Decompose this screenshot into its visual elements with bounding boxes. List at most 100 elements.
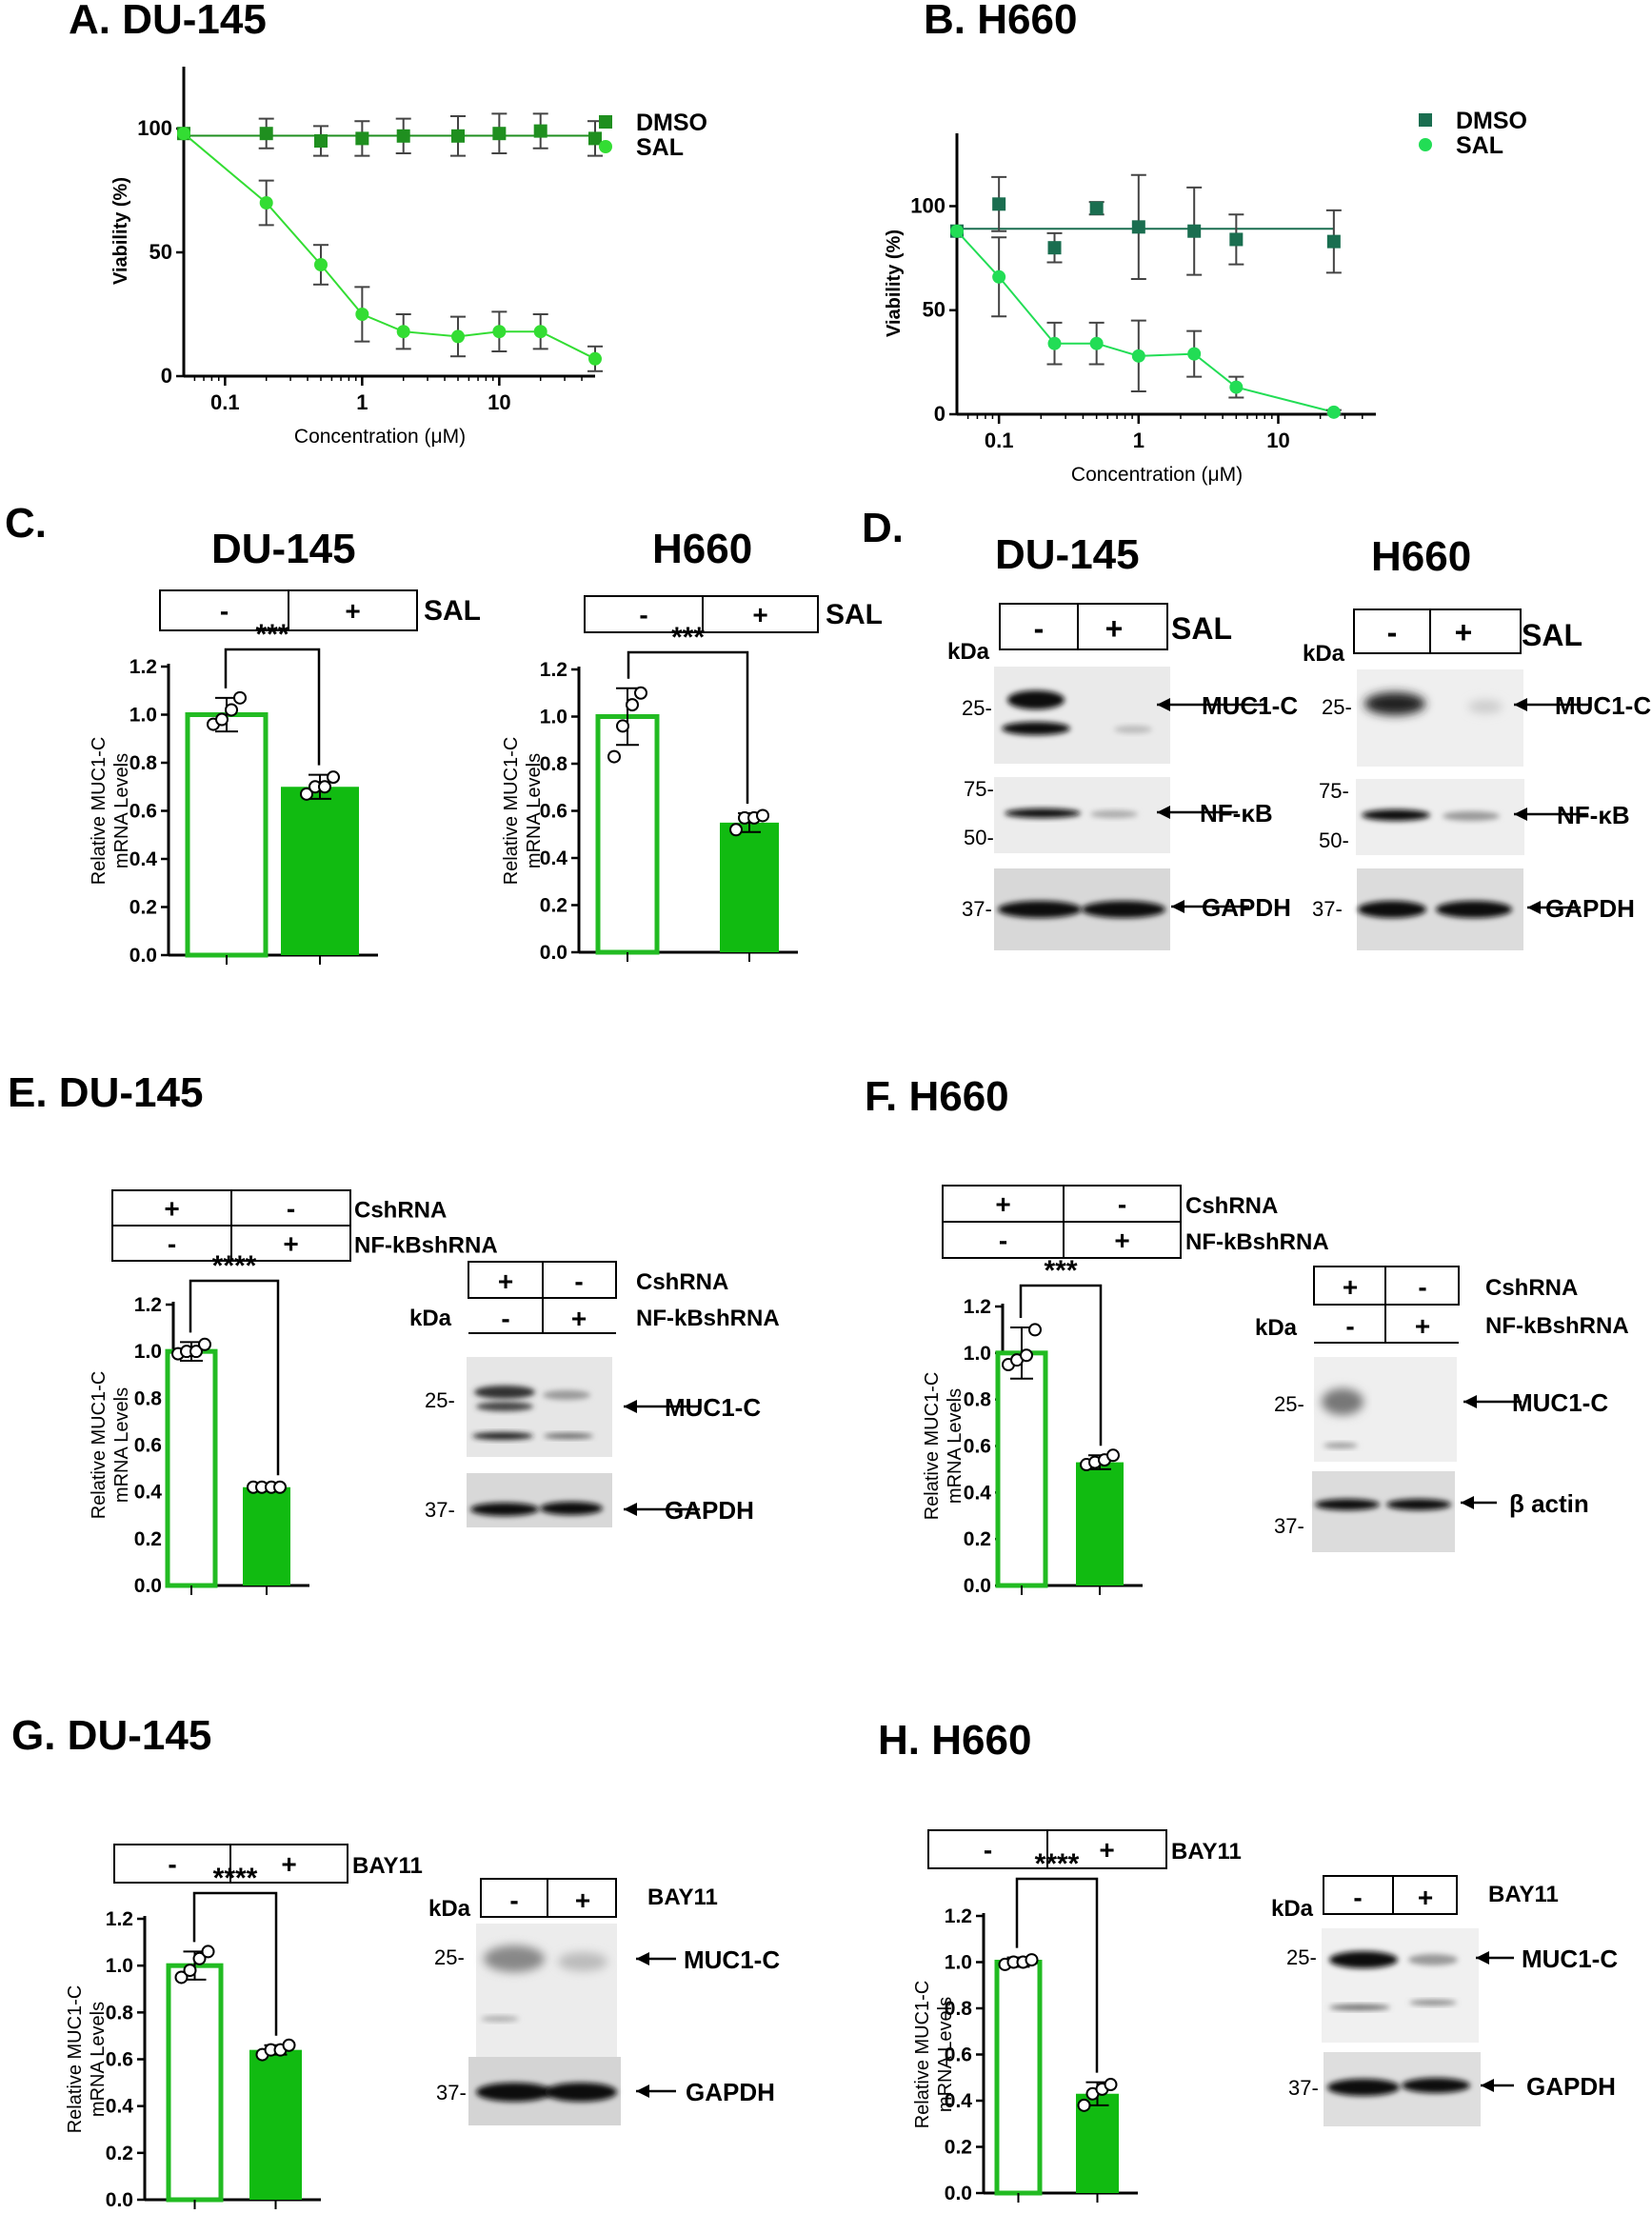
data-point: [300, 787, 313, 801]
kda-label: kDa: [1303, 641, 1345, 667]
muc1c-label: MUC1-C: [1512, 1388, 1608, 1417]
point-SAL: [259, 196, 273, 209]
kda-label: kDa: [947, 639, 990, 665]
marker-25: 25-: [425, 1388, 455, 1412]
data-point: [201, 1945, 215, 1959]
cond-minus: -: [1345, 1311, 1354, 1341]
legend-marker-DMSO: [1419, 113, 1432, 127]
bar-control: [995, 1350, 1048, 1588]
y-axis-label: Relative MUC1-C: [501, 737, 522, 886]
panel-f-title: F. H660: [865, 1073, 1009, 1120]
condition-value: -: [1118, 1189, 1126, 1219]
condition-value: +: [1099, 1835, 1114, 1865]
data-point: [1077, 2098, 1091, 2112]
y-tick-label: 1.0: [964, 1343, 991, 1365]
significance-bracket: [224, 648, 321, 766]
muc1c-blot: [476, 1924, 617, 2057]
gapdh-label: GAPDH: [686, 2078, 775, 2106]
y-tick-label: 1.2: [540, 659, 567, 681]
y-tick-label: 100: [137, 116, 172, 140]
condition-label: BAY11: [352, 1853, 423, 1879]
y-tick-label: 0.2: [129, 897, 157, 919]
data-point: [1020, 1348, 1033, 1363]
data-point: [174, 1970, 189, 1985]
y-tick-label: 0.4: [540, 848, 568, 869]
point-DMSO: [992, 197, 1006, 211]
panel-d-label: D.: [862, 505, 904, 551]
point-SAL: [950, 224, 964, 238]
y-tick-label: 0.8: [134, 1387, 163, 1409]
point-DMSO: [1047, 241, 1062, 255]
y-axis-label: Relative MUC1-C: [65, 1985, 86, 2134]
point-SAL: [1326, 405, 1341, 419]
point-DMSO: [355, 131, 369, 146]
cond-plus: +: [575, 1885, 590, 1915]
point-DMSO: [533, 124, 547, 138]
data-point: [1106, 1448, 1120, 1463]
line-chart-B: 0 50 100 0.1 1 10 Concentration (μM) Viability …: [884, 108, 1527, 486]
condition-value: -: [287, 1194, 295, 1224]
data-point: [634, 686, 647, 700]
cond-minus: -: [501, 1304, 509, 1333]
y-tick-label: 0.8: [540, 753, 568, 775]
blot-g-du145: - + BAY11 kDa 25- MUC1-C 37- GAPDH: [428, 1878, 780, 2125]
condition-value: +: [164, 1194, 179, 1224]
cond-plus: +: [571, 1304, 587, 1333]
y-tick-label: 0.8: [129, 752, 158, 774]
significance-stars: ***: [671, 622, 705, 653]
marker-37: 37-: [436, 2081, 467, 2104]
bar-chart-H: 0.0 0.2 0.4 0.6 0.8 1.0 1.2 Relative MUC1-C mRNA…: [912, 1829, 1242, 2204]
y-axis-label: mRNA Levels: [935, 1997, 956, 2112]
kda-label: kDa: [1255, 1315, 1298, 1341]
nfkbshrna-label: NF-kBshRNA: [636, 1306, 780, 1331]
y-tick-label: 0.6: [964, 1436, 991, 1458]
y-axis-label: mRNA Levels: [945, 1388, 965, 1504]
cond-plus: +: [1455, 615, 1473, 649]
cond-minus: -: [1387, 615, 1398, 649]
y-axis-label: Relative MUC1-C: [912, 1981, 933, 2129]
y-tick-label: 0.8: [964, 1389, 992, 1411]
cond-plus: +: [1105, 611, 1124, 646]
blot-d-h660: - + SAL kDa 25- MUC1-C 75- 50- NF-κB 37-…: [1303, 608, 1651, 950]
y-tick-label: 0.2: [945, 2137, 972, 2159]
cond-plus: +: [1343, 1272, 1358, 1302]
significance-stars: ****: [213, 1863, 258, 1894]
data-point: [327, 770, 340, 785]
condition-label: BAY11: [1171, 1839, 1242, 1865]
condition-box: [1353, 608, 1522, 654]
muc1c-label: MUC1-C: [1202, 691, 1298, 720]
marker-37: 37-: [1274, 1514, 1304, 1538]
data-point: [318, 780, 331, 794]
condition-label: CshRNA: [1185, 1193, 1278, 1219]
y-axis-label: Viability (%): [110, 177, 131, 285]
y-tick-label: 0.2: [106, 2143, 133, 2164]
bar-treated: [281, 787, 359, 955]
marker-25: 25-: [1286, 1945, 1317, 1969]
bar-control: [165, 1348, 218, 1588]
y-tick-label: 1.0: [129, 705, 157, 727]
gapdh-label: GAPDH: [665, 1496, 754, 1525]
bar-treated: [243, 1486, 290, 1586]
point-DMSO: [1229, 232, 1244, 247]
y-axis-label: mRNA Levels: [88, 2002, 109, 2117]
condition-value: -: [639, 600, 647, 629]
y-tick-label: 0.6: [945, 2044, 972, 2066]
cond-plus: +: [1415, 1311, 1430, 1341]
condition-box: [1323, 1875, 1458, 1915]
point-SAL: [1131, 349, 1145, 363]
y-tick-label: 0: [161, 364, 172, 388]
data-point: [225, 703, 238, 717]
nfkb-label: NF-κB: [1200, 799, 1273, 828]
bactin-blot: [1312, 1471, 1455, 1552]
condition-label: SAL: [424, 595, 481, 627]
nfkb-label: NF-κB: [1557, 801, 1630, 829]
y-tick-label: 0.6: [129, 801, 157, 823]
marker-50: 50-: [1319, 828, 1349, 852]
marker-75: 75-: [1319, 779, 1349, 803]
blot-d-du145: - + SAL kDa 25- MUC1-C 75- 50- NF-κB 37-…: [947, 603, 1298, 950]
y-tick-label: 0.4: [945, 2090, 973, 2112]
y-axis-label: Viability (%): [884, 229, 905, 337]
point-SAL: [177, 127, 190, 141]
